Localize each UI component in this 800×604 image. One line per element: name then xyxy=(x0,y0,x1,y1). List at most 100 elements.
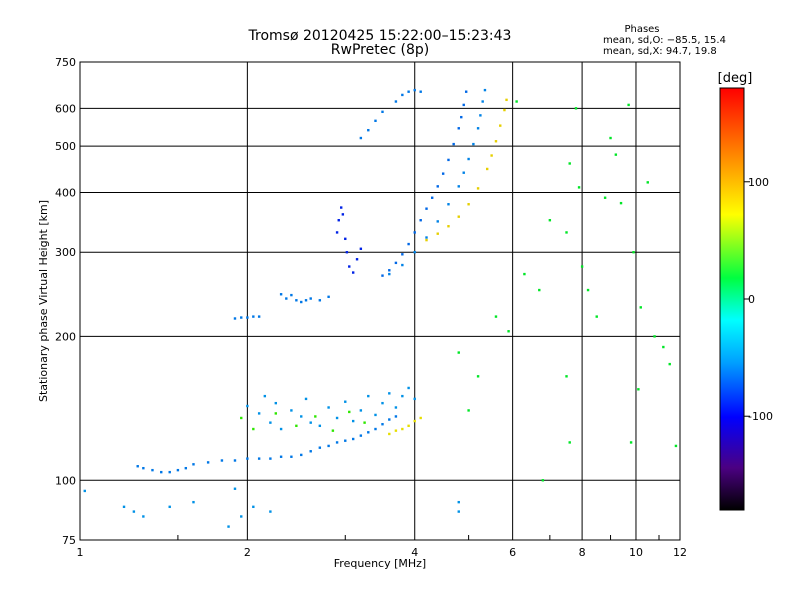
y-tick-label: 500 xyxy=(55,140,76,153)
data-point xyxy=(401,253,404,256)
data-point xyxy=(300,415,303,418)
data-point xyxy=(464,90,468,93)
data-point xyxy=(637,388,640,391)
data-point xyxy=(327,406,330,409)
data-point xyxy=(252,427,255,431)
data-point xyxy=(300,453,303,457)
data-point xyxy=(374,119,377,123)
data-point xyxy=(541,479,545,482)
data-point xyxy=(295,424,298,428)
y-tick-label: 600 xyxy=(55,102,76,115)
data-point xyxy=(481,100,484,103)
data-point xyxy=(269,510,272,513)
data-point xyxy=(318,424,322,428)
data-point xyxy=(494,140,498,143)
data-point xyxy=(476,375,480,378)
data-point xyxy=(344,439,347,442)
data-point xyxy=(388,418,391,421)
data-point xyxy=(300,300,303,304)
data-point xyxy=(388,272,391,276)
data-point xyxy=(425,236,428,239)
data-point xyxy=(374,413,377,417)
data-point xyxy=(381,110,384,114)
data-point xyxy=(344,237,347,241)
data-point xyxy=(263,394,267,398)
data-point xyxy=(257,315,261,318)
x-tick-label: 1 xyxy=(77,546,84,559)
x-tick-label: 2 xyxy=(244,546,251,559)
y-axis-ticks: 75 100 200 300 400 500 600 750 xyxy=(55,56,76,547)
data-point xyxy=(192,463,195,466)
data-point xyxy=(274,412,278,415)
data-point xyxy=(407,242,410,246)
data-point xyxy=(538,288,541,292)
data-point xyxy=(279,455,283,458)
data-point xyxy=(331,429,335,432)
y-tick-label: 75 xyxy=(62,534,76,547)
y-tick-label: 400 xyxy=(55,186,76,199)
data-point xyxy=(246,316,249,319)
data-point xyxy=(252,505,255,509)
data-point xyxy=(407,424,410,428)
data-point xyxy=(367,431,370,434)
data-point xyxy=(425,207,428,210)
data-point xyxy=(132,510,136,513)
data-point xyxy=(290,455,293,458)
data-point xyxy=(335,231,339,234)
data-point xyxy=(318,446,322,449)
data-point xyxy=(505,98,508,102)
data-point xyxy=(337,219,340,222)
data-point xyxy=(295,299,298,302)
y-axis-label: Stationary phase Virtual Height [km] xyxy=(37,200,50,402)
chart-subtitle: RwPretec (8p) xyxy=(331,42,429,58)
data-point xyxy=(269,457,272,460)
colorbar-label: [deg] xyxy=(718,71,753,86)
phases-x-stats: mean, sd,X: 94.7, 19.8 xyxy=(603,46,717,57)
data-point xyxy=(206,461,210,464)
data-point xyxy=(351,419,355,423)
data-point xyxy=(290,409,293,412)
data-point xyxy=(629,441,633,444)
data-point xyxy=(363,421,366,424)
data-point xyxy=(447,158,450,162)
data-point xyxy=(662,345,665,349)
data-point xyxy=(279,293,283,296)
data-point xyxy=(483,88,487,92)
data-point xyxy=(419,416,422,420)
data-point xyxy=(269,421,272,424)
data-point xyxy=(367,128,370,132)
colorbar-tick-label: -100 xyxy=(748,410,773,423)
data-point xyxy=(413,88,416,92)
colorbar-tick-label: 100 xyxy=(748,176,769,189)
data-point xyxy=(668,362,671,366)
data-point xyxy=(452,142,455,146)
chart-title: Tromsø 20120425 15:22:00–15:23:43 xyxy=(248,28,512,44)
data-point xyxy=(457,351,460,354)
y-tick-label: 200 xyxy=(55,330,76,343)
data-point xyxy=(472,142,475,146)
data-point xyxy=(359,409,363,412)
data-point xyxy=(388,392,391,395)
data-point xyxy=(467,409,470,412)
phases-o-stats: mean, sd,O: −85.5, 15.4 xyxy=(603,35,726,46)
data-point xyxy=(413,397,416,401)
data-point xyxy=(246,457,249,460)
data-point xyxy=(467,157,470,161)
data-point xyxy=(240,416,243,420)
data-point xyxy=(394,100,398,103)
data-point xyxy=(476,187,480,190)
x-axis-label: Frequency [MHz] xyxy=(334,557,426,570)
data-point xyxy=(279,427,283,431)
data-point xyxy=(142,515,145,518)
data-point xyxy=(381,423,384,426)
data-point xyxy=(309,421,312,424)
data-point xyxy=(233,459,237,462)
data-point xyxy=(335,441,339,444)
plot-frame xyxy=(79,61,681,541)
data-point xyxy=(515,100,518,103)
data-point xyxy=(394,261,398,265)
data-point xyxy=(227,525,230,528)
data-point xyxy=(374,427,377,431)
data-point xyxy=(401,394,404,398)
